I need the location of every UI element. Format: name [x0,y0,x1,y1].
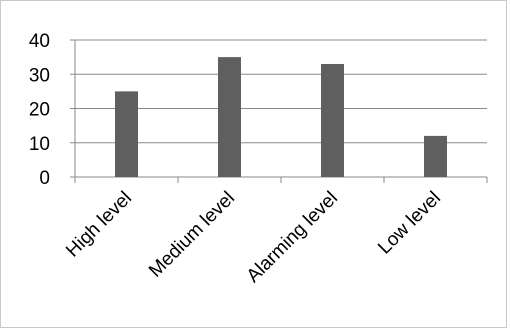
y-tick-label: 10 [29,134,50,155]
x-tick-label: High level [62,188,136,262]
bar [424,135,447,177]
y-tick-label: 40 [29,31,50,52]
y-tick-label: 0 [39,168,50,189]
gridlines [75,39,487,144]
bar [218,57,241,177]
y-axis: 0 10 20 30 40 [29,31,76,189]
y-tick-label: 30 [29,65,50,86]
bars [115,57,447,177]
x-axis: High level Medium level Alarming level Low … [62,176,488,287]
x-tick-label: Low level [374,188,445,259]
y-tick-label: 20 [29,100,50,121]
x-tick-label: Medium level [145,188,239,282]
bar [321,63,344,177]
bar [115,91,138,177]
x-tick-label: Alarming level [243,188,342,287]
